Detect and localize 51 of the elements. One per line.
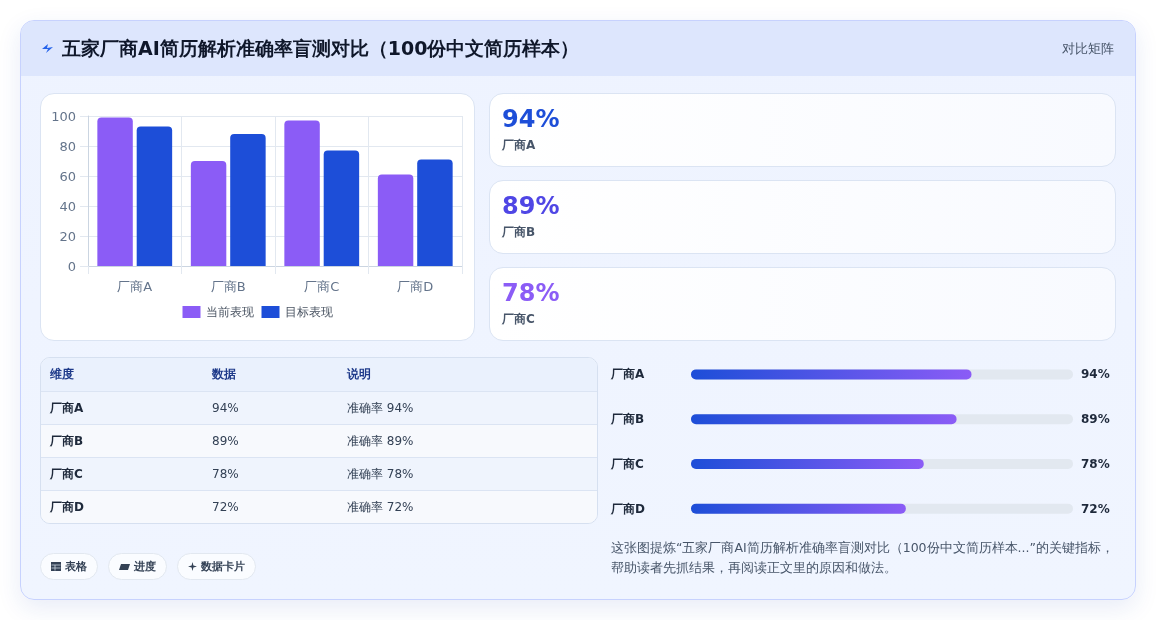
text: 78%	[502, 278, 560, 307]
category-label: 厂商C	[502, 310, 535, 327]
text: 72%	[212, 499, 239, 516]
text: 94%	[502, 105, 560, 133]
data-label: 89%	[1081, 412, 1110, 427]
y-tick-label: 0	[67, 258, 76, 274]
y-tick-label: 厂商D	[610, 501, 645, 516]
y-tick-label: 厂商B	[610, 412, 645, 427]
text: 表格	[65, 559, 87, 574]
text: 这张图提炼“五家厂商AI简历解析准确率盲测对比（100份中文简历样本...”的关键指标，帮助读者先抓结果，再阅读正文里的原因和做法。	[611, 539, 1115, 577]
text: 五家厂商AI简历解析准确率盲测对比（100份中文简历样本）	[62, 36, 580, 61]
text: 准确率 94%	[347, 400, 414, 417]
text: 准确率 78%	[347, 466, 414, 483]
y-tick-label: 60	[59, 168, 76, 184]
text: 对比矩阵	[1062, 40, 1114, 58]
x-tick-label: 厂商D	[397, 279, 434, 294]
y-tick-label: 40	[59, 198, 76, 214]
text: 数据	[212, 366, 236, 383]
bar	[284, 120, 320, 266]
bar	[97, 117, 133, 266]
y-tick-label: 厂商A	[610, 367, 645, 382]
legend-label: 目标表现	[284, 305, 333, 319]
data-label: 72%	[1081, 501, 1110, 516]
text: 进度	[134, 559, 156, 574]
bar	[190, 161, 227, 266]
category-label: 厂商A	[502, 137, 536, 153]
text: 准确率 72%	[347, 499, 414, 516]
x-tick-label: 厂商C	[304, 279, 340, 294]
text: 89%	[502, 191, 560, 220]
x-tick-label: 厂商A	[117, 279, 153, 294]
bar	[136, 126, 173, 266]
data-label: 94%	[1081, 367, 1110, 382]
y-tick-label: 厂商C	[610, 456, 644, 471]
bar	[377, 174, 414, 266]
bar	[230, 134, 266, 266]
text: 数据卡片	[201, 559, 245, 574]
text: 准确率 89%	[347, 433, 414, 450]
text: 78%	[212, 466, 239, 483]
x-tick-label: 厂商B	[210, 279, 246, 294]
text: 维度	[50, 366, 74, 383]
y-tick-label: 20	[59, 228, 76, 244]
y-tick-label: 80	[59, 138, 76, 154]
category-label: 厂商B	[502, 223, 536, 240]
bar	[323, 150, 360, 266]
text: 94%	[212, 400, 239, 417]
y-tick-label: 100	[51, 108, 76, 124]
data-label: 78%	[1081, 456, 1110, 471]
bar	[417, 159, 453, 266]
text: 89%	[212, 433, 239, 450]
text: 说明	[347, 366, 371, 383]
legend-label: 当前表现	[205, 305, 254, 319]
